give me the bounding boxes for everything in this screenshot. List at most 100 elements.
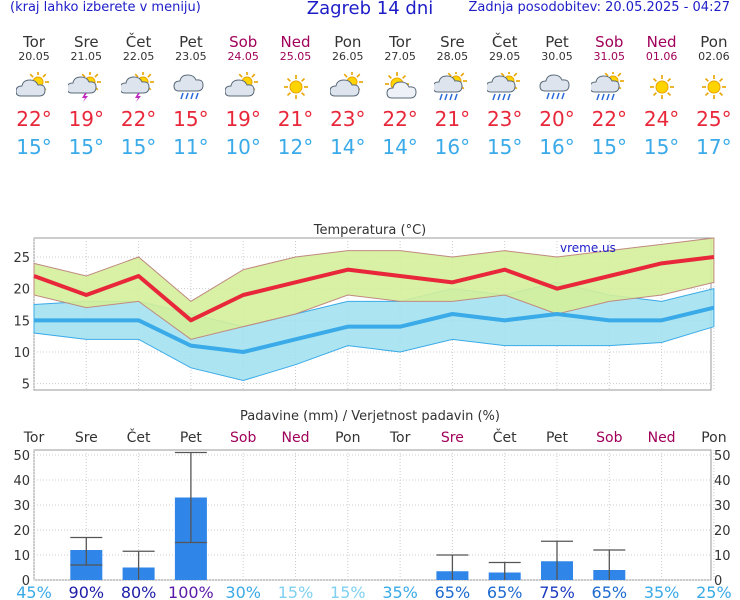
forecast-day: Ned 25.05 21° 12° [270,34,322,161]
precipitation-tick-left: 10 [13,549,30,564]
precipitation-day-label: Sre [441,430,464,446]
precipitation-probability: 15% [330,583,366,600]
precipitation-tick-right: 40 [714,474,731,489]
precipitation-day-label: Čet [493,428,517,446]
day-name: Tor [23,33,45,51]
partly-cloudy-icon [225,72,259,97]
last-updated: Zadnja posodobitev: 20.05.2025 - 04:27 [468,0,730,15]
sun-rain-icon [486,72,520,101]
sun-icon [649,75,674,99]
rain-cloud-icon [173,74,204,100]
precipitation-tick-left: 0 [22,574,30,589]
page-title: Zagreb 14 dni [306,0,434,19]
day-name: Čet [491,33,518,51]
day-name: Ned [280,33,311,51]
precipitation-tick-left: 20 [13,524,30,539]
precipitation-tick-left: 50 [13,449,30,464]
precipitation-probability: 90% [69,583,105,600]
max-temp: 15° [173,107,209,131]
partly-cloudy-icon [329,72,363,97]
sun-icon [701,75,726,99]
thunderstorm-sun-icon [68,72,102,102]
forecast-day: Tor 20.05 22° 15° [8,34,60,161]
precipitation-day-label: Čet [127,428,151,446]
day-date: 24.05 [227,50,259,63]
thunderstorm-sun-icon [120,72,154,102]
day-name: Pet [545,33,569,51]
min-temp: 16° [539,135,575,159]
min-temp-line [34,305,715,354]
forecast-day: Pet 30.05 20° 16° [531,34,583,161]
max-temp: 23° [330,107,366,131]
temperature-tick-label: 10 [13,346,30,361]
max-temp: 19° [225,107,261,131]
day-date: 30.05 [541,50,573,63]
min-temp: 10° [225,135,261,159]
precipitation-probability: 80% [121,583,157,600]
min-temp: 11° [173,135,209,159]
watermark: vreme.us [560,241,616,255]
max-temp-line [33,255,715,323]
day-name: Pet [179,33,203,51]
precipitation-probability: 35% [382,583,418,600]
precipitation-tick-left: 40 [13,474,30,489]
day-name: Sre [74,33,99,51]
forecast-day: Sre 21.05 19° 15° [60,34,112,161]
forecast-day: Tor 27.05 22° 14° [374,34,426,161]
forecast-day: Čet 29.05 23° 15° [479,34,531,161]
rain-cloud-icon [539,74,570,100]
forecast-day: Sob 31.05 22° 15° [583,34,635,161]
temperature-tick-label: 15 [13,314,30,329]
temperature-tick-label: 25 [13,251,30,266]
precipitation-probability: 25% [696,583,732,600]
precipitation-tick-right: 20 [714,524,731,539]
day-date: 26.05 [332,50,364,63]
max-temp: 21° [277,107,314,131]
forecast-day: Čet 22.05 22° 15° [113,34,165,161]
min-temp: 15° [68,135,105,159]
day-name: Ned [646,33,677,51]
sun-cloud-icon [385,72,417,99]
min-temp: 12° [277,135,314,159]
day-date: 20.05 [18,50,50,63]
max-temp: 20° [539,107,575,131]
forecast-day: Ned 01.06 24° 15° [636,34,688,161]
min-temp: 14° [330,135,366,159]
sun-icon [283,75,308,99]
forecast-day: Sre 28.05 21° 16° [426,34,478,161]
temperature-tick-label: 20 [13,283,30,298]
sun-rain-icon [591,72,625,101]
precipitation-plot-area [33,449,712,581]
max-temp: 19° [68,107,105,131]
precipitation-chart-title: Padavine (mm) / Verjetnost padavin (%) [240,409,500,424]
precipitation-day-label: Ned [282,430,310,446]
precipitation-day-label: Ned [648,430,676,446]
precipitation-probability: 30% [225,583,261,600]
precipitation-probability: 65% [435,583,471,600]
region-hint[interactable]: (kraj lahko izberete v meniju) [10,0,201,15]
day-name: Sre [440,33,465,51]
max-temp: 25° [696,107,732,131]
precipitation-probability: 35% [644,583,680,600]
max-temp: 22° [382,107,418,131]
precipitation-day-label: Sob [596,430,622,446]
precipitation-tick-right: 50 [714,449,731,464]
precipitation-day-label: Pon [335,430,360,446]
temperature-tick-label: 5 [22,378,30,393]
forecast-day: Pon 02.06 25° 17° [688,34,740,161]
precipitation-day-label: Sob [230,430,256,446]
forecast-day: Pon 26.05 23° 14° [322,34,374,161]
day-name: Tor [389,33,412,51]
precipitation-probability: 15% [278,583,314,600]
max-temp: 22° [120,107,157,131]
day-date: 31.05 [593,50,626,63]
min-temp: 17° [696,135,732,159]
partly-cloudy-icon [16,72,49,97]
min-temp: 15° [486,135,523,159]
max-temp: 22° [591,107,628,131]
day-date: 28.05 [436,50,469,63]
min-temp: 14° [382,135,418,159]
precipitation-day-label: Tor [23,430,45,446]
min-temp: 15° [16,135,52,159]
precipitation-tick-left: 30 [13,499,30,514]
